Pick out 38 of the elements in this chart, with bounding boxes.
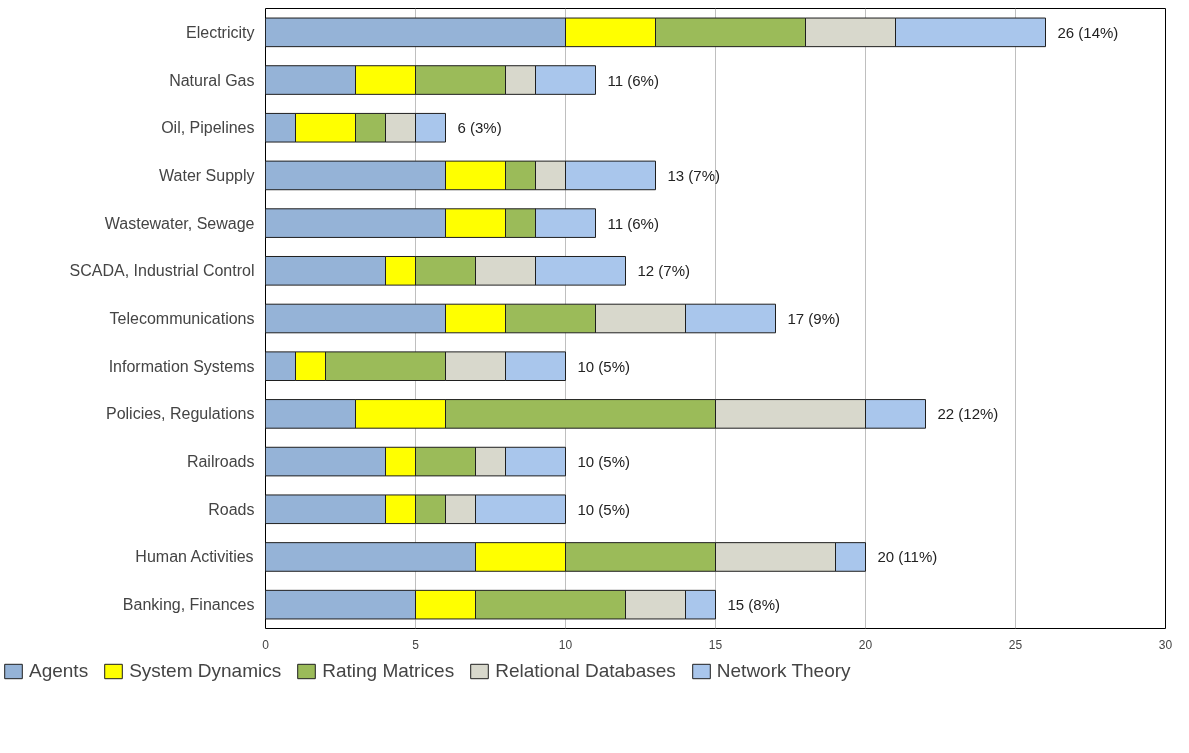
total-label: 12 (7%) — [637, 262, 691, 280]
y-tick-label: Wastewater, Sewage — [104, 214, 255, 232]
legend-label: System Dynamics — [129, 660, 282, 682]
y-tick-label: Policies, Regulations — [105, 405, 255, 423]
y-tick-label: Roads — [208, 500, 255, 518]
legend-label: Relational Databases — [495, 660, 676, 682]
x-tick-label: 25 — [1008, 637, 1023, 652]
total-label: 26 (14%) — [1057, 23, 1119, 41]
x-tick-label: 10 — [558, 637, 573, 652]
y-tick-label: Information Systems — [108, 357, 255, 375]
total-label: 6 (3%) — [457, 119, 502, 137]
total-label: 20 (11%) — [877, 548, 938, 566]
total-label: 15 (8%) — [727, 596, 781, 614]
y-tick-label: Human Activities — [135, 548, 254, 566]
x-tick-label: 5 — [412, 637, 420, 652]
legend-label: Rating Matrices — [322, 660, 455, 682]
y-tick-label: Railroads — [186, 453, 255, 471]
y-tick-label: Electricity — [186, 23, 255, 41]
total-label: 10 (5%) — [577, 500, 631, 518]
total-label: 11 (6%) — [607, 71, 659, 89]
total-label: 17 (9%) — [787, 310, 841, 327]
legend-label: Agents — [29, 660, 89, 682]
x-tick-label: 30 — [1158, 637, 1173, 652]
total-label: 13 (7%) — [667, 166, 721, 184]
total-label: 11 (6%) — [607, 214, 659, 232]
total-label: 10 (5%) — [577, 453, 631, 471]
y-tick-label: Water Supply — [159, 166, 255, 184]
x-tick-label: 20 — [858, 637, 873, 652]
legend-label: Network Theory — [716, 660, 851, 682]
total-label: 22 (12%) — [937, 405, 999, 423]
x-tick-label: 15 — [708, 637, 723, 652]
y-tick-label: Oil, Pipelines — [161, 119, 255, 137]
total-label: 10 (5%) — [577, 357, 631, 375]
y-tick-label: Banking, Finances — [122, 596, 255, 614]
y-tick-label: Telecommunications — [109, 310, 255, 327]
x-tick-label: 0 — [262, 637, 270, 652]
y-tick-label: SCADA, Industrial Control — [69, 262, 255, 280]
y-tick-label: Natural Gas — [169, 71, 255, 89]
